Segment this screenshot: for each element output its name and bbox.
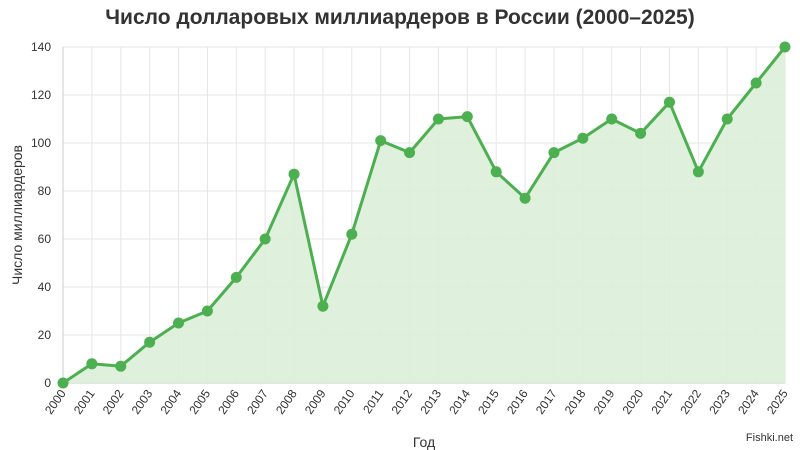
x-tick-label-2015: 2015 (475, 387, 502, 417)
area-fill (63, 47, 785, 383)
y-tick-label-60: 60 (38, 232, 52, 246)
data-point-2011 (375, 135, 387, 147)
y-tick-label-20: 20 (38, 328, 52, 342)
x-tick-label-2017: 2017 (533, 387, 560, 417)
x-tick-label-2006: 2006 (215, 387, 242, 417)
y-tick-label-140: 140 (31, 40, 51, 54)
x-axis-label: Год (413, 434, 435, 450)
x-tick-label-2000: 2000 (42, 387, 69, 417)
data-point-2019 (606, 113, 618, 125)
data-point-2025 (779, 41, 791, 53)
x-tick-label-2025: 2025 (764, 387, 791, 417)
x-axis-ticks: 2000 2001 2002 2003 2004 2005 2006 2007 2008 2009… (42, 387, 791, 417)
data-point-2015 (490, 166, 502, 178)
x-tick-label-2021: 2021 (648, 387, 675, 417)
data-point-2004 (173, 317, 185, 329)
x-tick-label-2012: 2012 (389, 387, 416, 417)
data-point-2016 (519, 192, 531, 204)
data-point-2010 (346, 228, 358, 240)
y-tick-label-100: 100 (31, 136, 51, 150)
data-point-2014 (461, 111, 473, 123)
y-tick-label-120: 120 (31, 88, 51, 102)
y-axis-label: Число миллиардеров (9, 145, 25, 285)
x-tick-label-2009: 2009 (302, 387, 329, 417)
x-tick-label-2011: 2011 (360, 387, 386, 416)
x-tick-label-2003: 2003 (129, 387, 156, 417)
x-tick-label-2008: 2008 (273, 387, 300, 417)
data-point-2009 (317, 300, 329, 312)
chart-title: Число долларовых миллиардеров в России (… (105, 6, 694, 29)
data-point-2001 (86, 358, 98, 370)
data-point-2005 (201, 305, 213, 317)
data-point-2023 (721, 113, 733, 125)
x-tick-label-2020: 2020 (620, 387, 647, 417)
data-point-2007 (259, 233, 271, 245)
x-tick-label-2022: 2022 (677, 387, 704, 417)
data-point-2006 (230, 271, 242, 283)
data-point-2018 (577, 132, 589, 144)
x-tick-label-2005: 2005 (186, 387, 213, 417)
x-tick-label-2010: 2010 (331, 387, 358, 417)
x-tick-label-2024: 2024 (735, 387, 762, 417)
data-point-2003 (144, 336, 156, 348)
data-points (57, 41, 791, 389)
data-point-2020 (635, 127, 647, 139)
data-point-2024 (750, 77, 762, 89)
y-tick-label-40: 40 (38, 280, 52, 294)
x-tick-label-2018: 2018 (562, 387, 589, 417)
y-tick-label-0: 0 (44, 376, 51, 390)
data-point-2017 (548, 147, 560, 159)
y-axis-ticks: 0 20 40 60 80 100 120 140 (31, 40, 51, 390)
data-point-2000 (57, 377, 69, 389)
x-tick-label-2014: 2014 (446, 387, 473, 417)
x-tick-label-2007: 2007 (244, 387, 271, 417)
x-tick-label-2019: 2019 (591, 387, 618, 417)
x-tick-label-2016: 2016 (504, 387, 531, 417)
y-tick-label-80: 80 (38, 184, 52, 198)
x-tick-label-2023: 2023 (706, 387, 733, 417)
data-point-2012 (404, 147, 416, 159)
x-tick-label-2001: 2001 (71, 387, 98, 417)
x-tick-label-2004: 2004 (157, 387, 184, 417)
data-point-2022 (692, 166, 704, 178)
watermark: Fishki.net (746, 432, 793, 444)
data-point-2013 (432, 113, 444, 125)
x-tick-label-2013: 2013 (417, 387, 444, 417)
x-tick-label-2002: 2002 (100, 387, 127, 417)
data-point-2002 (115, 360, 127, 372)
data-point-2021 (663, 96, 675, 108)
data-point-2008 (288, 168, 300, 180)
